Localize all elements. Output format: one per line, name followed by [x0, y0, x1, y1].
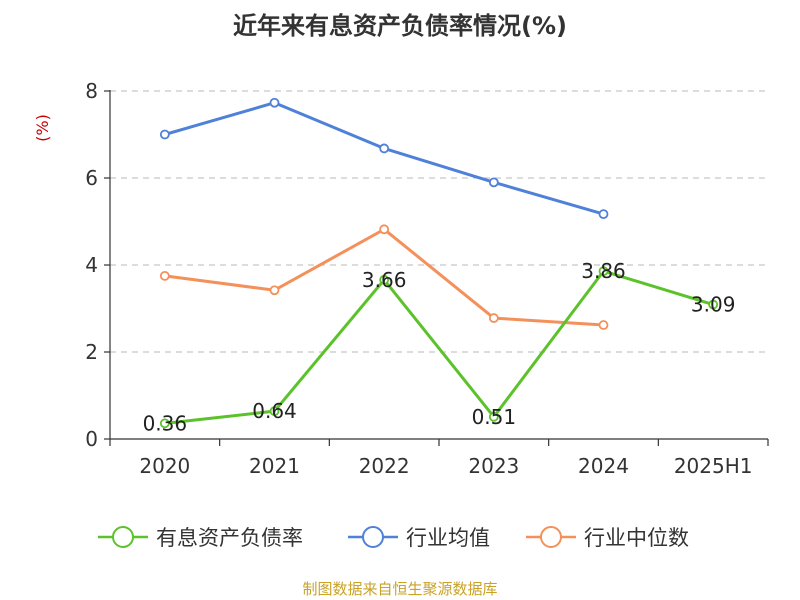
- chart-title: 近年来有息资产负债率情况(%): [233, 12, 567, 40]
- data-point: [379, 274, 390, 285]
- data-point: [159, 418, 170, 429]
- data-point: [488, 411, 499, 422]
- data-point: [708, 299, 719, 310]
- series-group: [159, 97, 719, 429]
- legend-label: 有息资产负债率: [156, 526, 303, 550]
- legend-item-0[interactable]: 有息资产负债率: [98, 526, 303, 550]
- legend-label: 行业中位数: [584, 526, 689, 550]
- series-line-0: [164, 269, 714, 425]
- data-label: 3.09: [691, 293, 736, 317]
- data-point: [488, 177, 499, 188]
- data-point: [379, 143, 390, 154]
- gridlines: [110, 90, 768, 353]
- data-label: 0.36: [143, 411, 188, 435]
- y-tick-label: 6: [85, 166, 98, 190]
- data-point: [379, 224, 390, 235]
- data-point: [488, 313, 499, 323]
- data-point: [269, 97, 280, 108]
- x-tick-label: 2021: [249, 454, 300, 478]
- y-axis-label: (%): [33, 114, 52, 142]
- legend-item-2[interactable]: 行业中位数: [526, 526, 689, 550]
- legend-swatch-marker: [540, 526, 562, 548]
- y-tick-label: 8: [85, 79, 98, 103]
- x-tick-label: 2024: [578, 454, 629, 478]
- legend-swatch-marker: [112, 526, 134, 548]
- data-point: [269, 406, 280, 417]
- x-tick-label: 2023: [468, 454, 519, 478]
- y-tick-label: 4: [85, 253, 98, 277]
- series-line-1: [164, 101, 604, 216]
- data-point: [269, 285, 280, 296]
- legend-item-1[interactable]: 行业均值: [348, 526, 490, 550]
- y-tick-label: 2: [85, 340, 98, 364]
- data-point: [598, 266, 609, 276]
- x-tick-label: 2025H1: [674, 454, 753, 478]
- data-point: [598, 320, 609, 330]
- data-label: 3.66: [362, 268, 407, 292]
- data-point: [159, 129, 170, 140]
- data-label: 0.64: [252, 399, 297, 423]
- legend-label: 行业均值: [406, 526, 490, 550]
- source-note: 制图数据来自恒生聚源数据库: [302, 580, 498, 598]
- y-tick-label: 0: [85, 427, 98, 451]
- x-tick-label: 2022: [359, 454, 410, 478]
- data-label: 3.86: [581, 259, 626, 283]
- data-labels: 0.36 0.64 3.66 0.51 3.86 3.09: [143, 259, 736, 435]
- data-label: 0.51: [472, 405, 517, 429]
- legend-swatch-marker: [362, 526, 384, 548]
- data-point: [598, 209, 609, 220]
- axes: 0 2 4 6 8 2020 2021 2022 2023 2024 2025H1: [85, 79, 769, 478]
- x-tick-label: 2020: [139, 454, 190, 478]
- data-point: [159, 270, 170, 281]
- legend: 有息资产负债率 行业均值 行业中位数: [98, 526, 689, 550]
